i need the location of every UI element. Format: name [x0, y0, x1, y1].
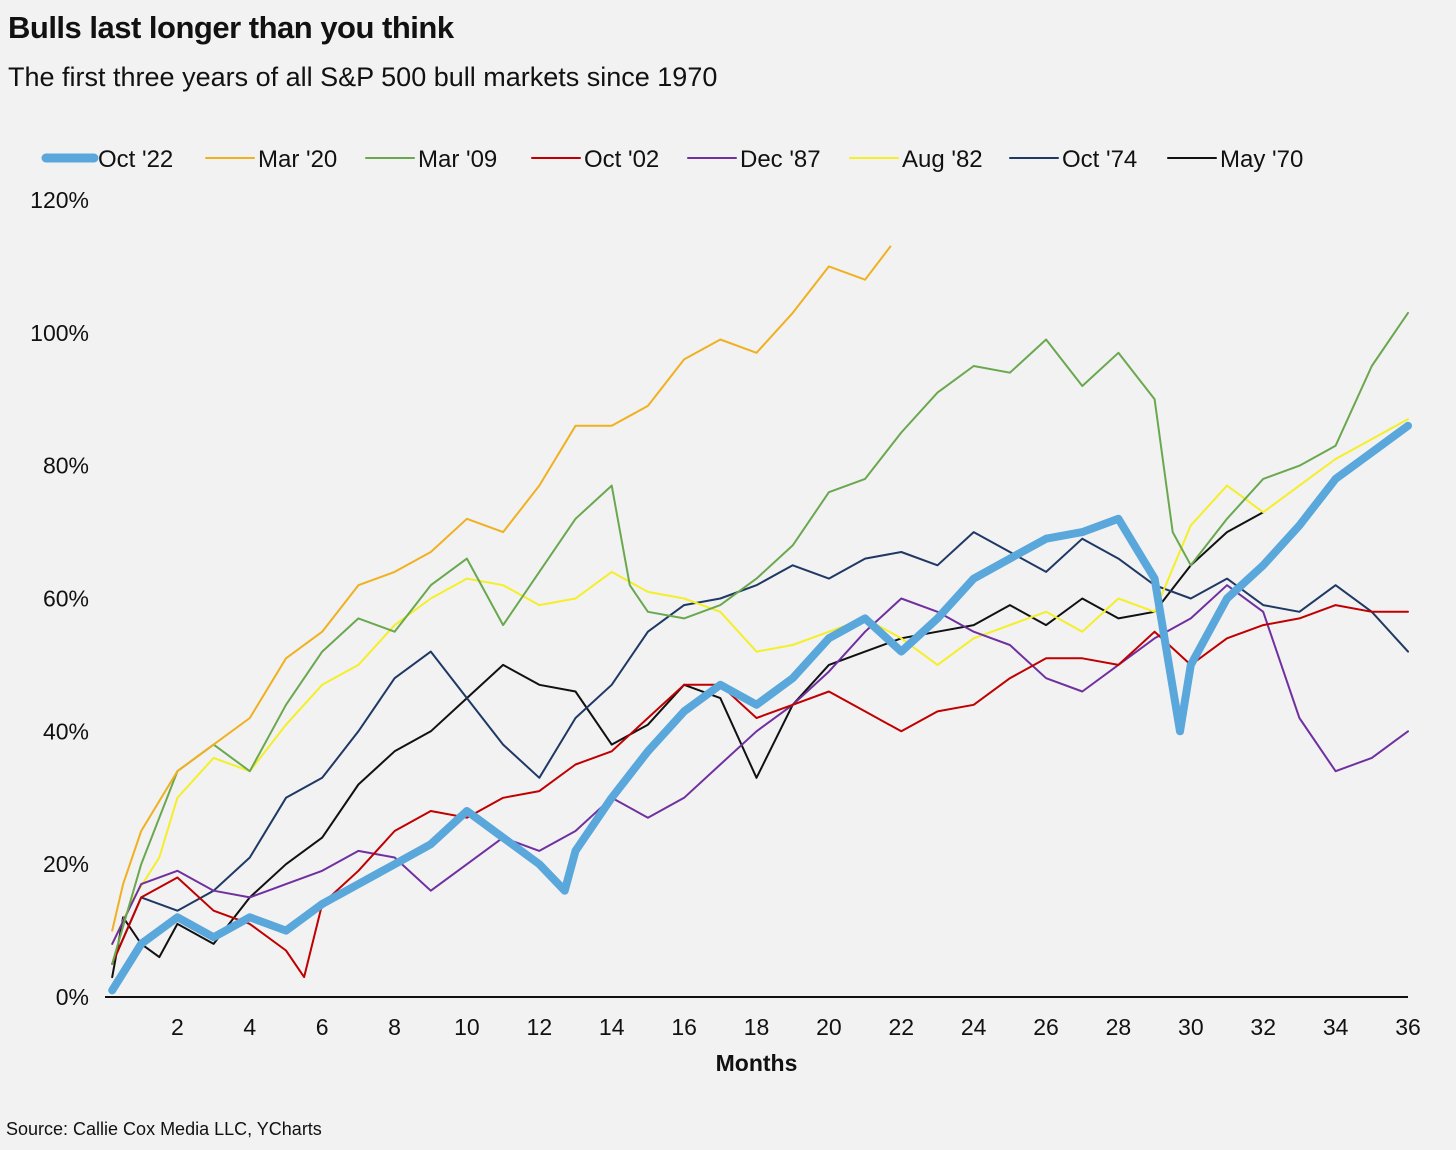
x-tick-label: 12	[527, 1014, 553, 1040]
x-tick-label: 34	[1323, 1014, 1349, 1040]
x-tick-label: 36	[1395, 1014, 1421, 1040]
x-tick-label: 2	[171, 1014, 184, 1040]
x-tick-label: 14	[599, 1014, 625, 1040]
source-note: Source: Callie Cox Media LLC, YCharts	[6, 1119, 322, 1139]
series-line	[111, 418, 1409, 945]
y-tick-label: 100%	[30, 320, 89, 346]
legend-label: Mar '20	[258, 146, 337, 173]
x-tick-label: 16	[671, 1014, 697, 1040]
chart-subtitle: The first three years of all S&P 500 bul…	[8, 62, 718, 92]
legend-label: May '70	[1220, 146, 1303, 173]
legend-label: Oct '74	[1062, 146, 1137, 173]
series-line	[111, 584, 1409, 945]
x-axis: 2 4 6 8 10 12 14 16 18 20 22 24 26 28 30 32 34 36	[105, 996, 1421, 1040]
y-tick-label: 0%	[56, 984, 89, 1010]
y-tick-label: 120%	[30, 187, 89, 213]
series-line	[111, 511, 1265, 979]
y-tick-label: 40%	[43, 718, 89, 744]
x-tick-label: 10	[454, 1014, 480, 1040]
chart-title: Bulls last longer than you think	[8, 10, 454, 45]
series-layer	[108, 245, 1412, 995]
legend-label: Oct '02	[584, 146, 659, 173]
series-line	[111, 531, 1409, 965]
x-tick-label: 30	[1178, 1014, 1204, 1040]
chart-legend: Oct '22 Mar '20 Mar '09 Oct '02 Dec '87 Aug '…	[41, 146, 1303, 173]
line-chart: Oct '22 Mar '20 Mar '09 Oct '02 Dec '87 Aug '…	[30, 146, 1421, 1076]
x-tick-label: 4	[243, 1014, 256, 1040]
x-tick-label: 8	[388, 1014, 401, 1040]
series-line	[111, 604, 1409, 979]
y-tick-label: 80%	[43, 453, 89, 479]
legend-label: Oct '22	[98, 146, 173, 173]
y-tick-label: 20%	[43, 851, 89, 877]
legend-label: Dec '87	[740, 146, 821, 173]
x-tick-label: 26	[1033, 1014, 1059, 1040]
x-tick-label: 20	[816, 1014, 842, 1040]
legend-label: Mar '09	[418, 146, 497, 173]
x-tick-label: 18	[744, 1014, 770, 1040]
series-line	[108, 421, 1412, 995]
x-tick-label: 6	[316, 1014, 329, 1040]
legend-label: Aug '82	[902, 146, 983, 173]
y-tick-label: 60%	[43, 586, 89, 612]
x-tick-label: 28	[1106, 1014, 1132, 1040]
series-line	[111, 245, 892, 932]
series-line	[111, 311, 1409, 965]
x-tick-label: 22	[888, 1014, 914, 1040]
x-tick-label: 32	[1250, 1014, 1276, 1040]
x-tick-label: 24	[961, 1014, 987, 1040]
x-axis-title: Months	[716, 1050, 798, 1076]
y-axis: 0% 20% 40% 60% 80% 100% 120%	[30, 187, 89, 1010]
